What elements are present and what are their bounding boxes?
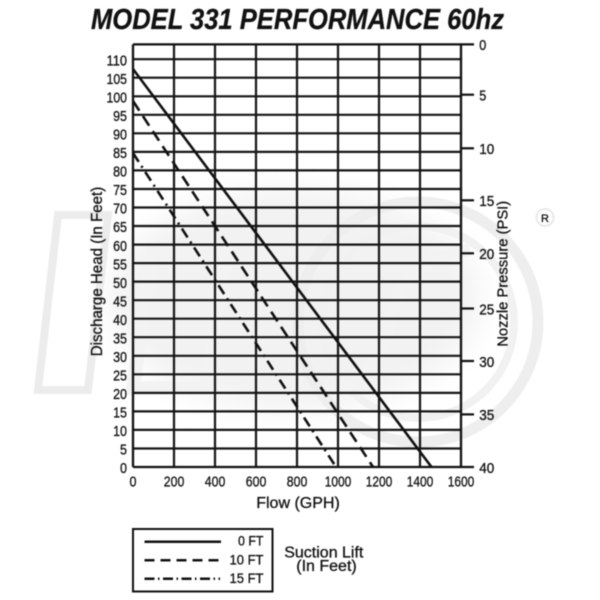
svg-text:75: 75	[113, 182, 127, 199]
svg-text:20: 20	[113, 386, 127, 403]
svg-text:Discharge Head (In Feet): Discharge Head (In Feet)	[89, 187, 106, 357]
svg-text:25: 25	[113, 368, 127, 385]
svg-text:0: 0	[479, 37, 486, 54]
svg-text:MODEL 331 PERFORMANCE 60hz: MODEL 331 PERFORMANCE 60hz	[91, 4, 504, 36]
svg-text:55: 55	[113, 256, 127, 273]
svg-text:15 FT: 15 FT	[230, 571, 264, 586]
svg-text:5: 5	[120, 442, 127, 459]
svg-text:0 FT: 0 FT	[238, 534, 264, 549]
svg-text:15: 15	[113, 405, 127, 422]
svg-text:50: 50	[113, 275, 127, 292]
svg-text:1000: 1000	[325, 473, 352, 490]
svg-text:0: 0	[130, 473, 137, 490]
svg-text:40: 40	[113, 312, 127, 329]
svg-text:1400: 1400	[407, 473, 434, 490]
svg-text:110: 110	[107, 52, 128, 69]
svg-text:5: 5	[479, 88, 486, 105]
svg-text:200: 200	[164, 473, 185, 490]
svg-text:85: 85	[113, 145, 127, 162]
svg-text:65: 65	[113, 219, 127, 236]
svg-text:70: 70	[113, 201, 127, 218]
svg-text:1200: 1200	[366, 473, 393, 490]
svg-text:30: 30	[479, 354, 494, 371]
svg-text:Suction Lift: Suction Lift	[284, 545, 364, 562]
svg-text:35: 35	[113, 330, 127, 347]
svg-text:Nozzle Pressure (PSI): Nozzle Pressure (PSI)	[495, 201, 512, 347]
svg-text:0: 0	[120, 460, 127, 477]
svg-text:30: 30	[113, 349, 127, 366]
svg-text:90: 90	[113, 127, 127, 144]
svg-text:45: 45	[113, 293, 127, 310]
svg-text:Flow (GPH): Flow (GPH)	[256, 495, 340, 512]
svg-text:400: 400	[205, 473, 226, 490]
svg-text:25: 25	[479, 301, 494, 318]
svg-text:R: R	[541, 213, 549, 225]
svg-text:20: 20	[479, 246, 494, 263]
svg-text:60: 60	[113, 238, 127, 255]
svg-text:800: 800	[287, 473, 308, 490]
svg-text:80: 80	[113, 164, 127, 181]
svg-text:100: 100	[107, 90, 128, 107]
svg-text:15: 15	[479, 193, 494, 210]
svg-text:10: 10	[479, 141, 494, 158]
svg-text:105: 105	[107, 71, 128, 88]
svg-text:1600: 1600	[448, 473, 475, 490]
svg-text:10: 10	[113, 423, 127, 440]
svg-text:10 FT: 10 FT	[230, 552, 264, 567]
svg-text:600: 600	[246, 473, 266, 490]
svg-text:(In Feet): (In Feet)	[296, 558, 356, 575]
svg-text:95: 95	[113, 108, 127, 125]
svg-text:35: 35	[479, 407, 494, 424]
svg-text:40: 40	[479, 460, 494, 477]
